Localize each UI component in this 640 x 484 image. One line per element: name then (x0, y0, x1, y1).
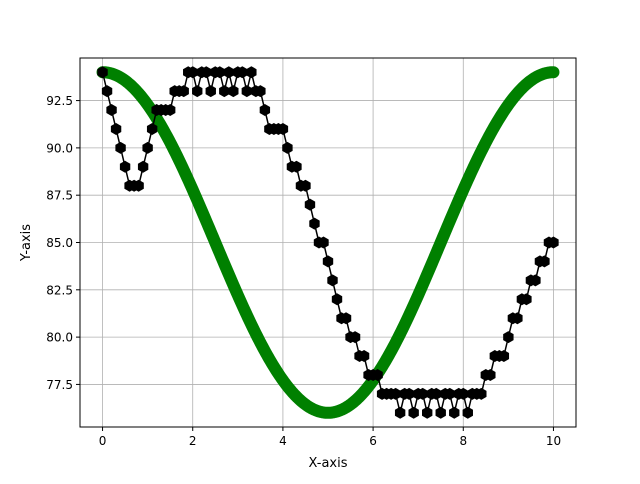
hexagon-marker (304, 198, 316, 211)
hexagon-marker (318, 236, 329, 249)
hexagon-marker (422, 406, 433, 419)
hexagon-marker (255, 85, 266, 98)
hexagon-marker (282, 141, 293, 154)
hexagon-marker (205, 85, 216, 98)
y-tick-label: 92.5 (46, 94, 73, 108)
x-tick-label: 8 (459, 434, 467, 448)
hexagon-marker (259, 104, 271, 117)
hexagon-marker (372, 368, 383, 381)
hexagon-marker (390, 387, 401, 400)
hexagon-marker (115, 141, 126, 154)
y-tick-label: 87.5 (46, 189, 73, 203)
plot-area (96, 66, 560, 419)
hexagon-marker (548, 236, 559, 249)
x-axis-label: X-axis (309, 456, 348, 471)
hexagon-marker (462, 406, 473, 419)
hexagon-marker (417, 387, 428, 400)
hexagon-marker (512, 312, 523, 325)
hexagon-marker (178, 85, 189, 98)
hexagon-marker (277, 122, 289, 135)
hexagon-marker (322, 255, 334, 268)
hexagon-marker (485, 368, 496, 381)
x-tick-label: 10 (546, 434, 561, 448)
hexagon-marker (444, 387, 455, 400)
hexagon-marker (431, 387, 442, 400)
hexagon-marker (521, 293, 532, 306)
hexagon-marker (101, 85, 113, 98)
hexagon-marker (476, 387, 487, 400)
ticks: 0 2 4 6 8 10 77.5 80.0 82.5 85.0 87.5 90.0 92.5 (46, 94, 561, 448)
hexagon-marker (97, 66, 108, 79)
cosine-series-line (96, 66, 560, 419)
hexagon-marker (187, 66, 198, 79)
y-tick-label: 77.5 (46, 378, 73, 392)
hexagon-marker (164, 104, 176, 117)
hexagon-marker (237, 66, 248, 79)
hexagon-marker (503, 331, 514, 344)
hexagon-marker (119, 160, 131, 173)
x-tick-label: 6 (369, 434, 377, 448)
hexagon-marker (214, 66, 225, 79)
x-tick-label: 4 (279, 434, 287, 448)
hexagon-marker (327, 274, 338, 287)
hexagon-marker (331, 293, 343, 306)
x-tick-label: 0 (99, 434, 107, 448)
hexagon-marker (241, 85, 253, 98)
y-tick-label: 90.0 (46, 141, 73, 155)
x-tick-label: 2 (189, 434, 197, 448)
hexagon-marker (133, 179, 144, 192)
hexagon-marker (403, 387, 415, 400)
y-tick-label: 80.0 (46, 331, 73, 345)
hexagon-marker (246, 66, 257, 79)
hexagon-marker (408, 406, 419, 419)
y-tick-label: 85.0 (46, 236, 73, 250)
hexagon-marker (530, 274, 541, 287)
hexagon-marker (300, 179, 311, 192)
hexagon-marker (223, 66, 234, 79)
hexagon-marker (358, 350, 370, 363)
hexagon-marker (309, 217, 320, 230)
hexagon-marker (201, 66, 212, 79)
y-tick-label: 82.5 (46, 283, 73, 297)
hexagon-marker (498, 350, 510, 363)
hexagon-marker (340, 312, 352, 325)
hexagon-marker (539, 255, 550, 268)
hexagon-marker (435, 406, 446, 419)
hexagon-marker (349, 331, 361, 344)
y-axis-label: Y-axis (19, 224, 34, 262)
hexagon-marker (192, 85, 203, 98)
hexagon-marker (228, 85, 239, 98)
hexagon-marker (137, 160, 149, 173)
hexagon-marker (146, 122, 158, 135)
hexagon-marker (394, 406, 406, 419)
hexagon-marker (142, 141, 153, 154)
hexagon-marker (106, 104, 117, 117)
hexagon-marker (110, 122, 122, 135)
hexagon-marker (449, 406, 460, 419)
hexagon-marker (219, 85, 230, 98)
hexagon-marker (458, 387, 469, 400)
hexagon-marker (291, 160, 302, 173)
